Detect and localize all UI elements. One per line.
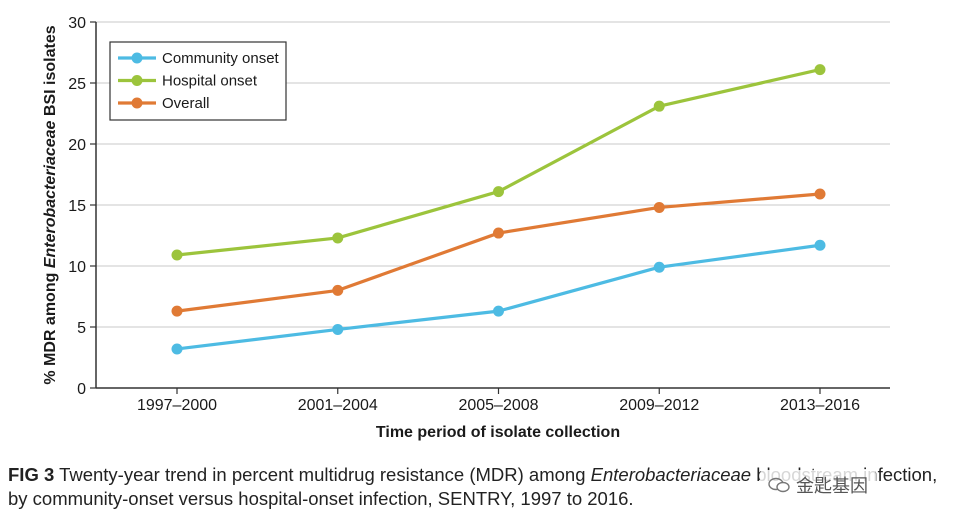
data-point-community-onset [493, 305, 504, 317]
y-axis-title: % MDR among Enterobacteriaceae BSI isola… [42, 25, 59, 384]
data-point-overall [493, 227, 504, 239]
data-point-overall [332, 284, 344, 296]
x-tick-label: 2013–2016 [780, 397, 860, 414]
data-point-hospital-onset [493, 186, 504, 198]
data-point-overall [814, 188, 826, 200]
y-axis-title-part-1: % MDR among [42, 268, 59, 384]
y-tick-label: 20 [68, 137, 86, 154]
data-point-overall [171, 305, 183, 317]
x-tick-label: 2001–2004 [298, 397, 378, 414]
chart-series [171, 64, 826, 355]
x-tick-label: 1997–2000 [137, 397, 217, 414]
x-axis-title: Time period of isolate collection [376, 424, 620, 441]
y-tick-label: 25 [68, 76, 86, 93]
data-point-overall [653, 201, 665, 213]
y-axis-ticks: 0 5 10 15 20 25 30 [68, 15, 96, 398]
y-tick-label: 0 [77, 381, 86, 398]
y-tick-label: 30 [68, 15, 86, 32]
legend-swatch-marker [131, 75, 143, 86]
x-axis-ticks: 1997–2000 2001–2004 2005–2008 2009–2012 2013… [137, 388, 860, 414]
y-tick-label: 5 [77, 320, 86, 337]
watermark-text: 金匙基因 [796, 476, 868, 497]
y-axis-title-italic: Enterobacteriaceae [42, 120, 59, 268]
legend-label: Overall [162, 95, 210, 112]
y-tick-label: 10 [68, 259, 86, 276]
legend-label: Hospital onset [162, 73, 258, 90]
figure-label: FIG 3 [8, 464, 55, 485]
line-chart: 0 5 10 15 20 25 30 1997–2000 2001–2004 2005–2008… [42, 15, 890, 441]
legend-label: Community onset [162, 50, 280, 67]
legend: Community onset Hospital onset Overall [109, 41, 287, 121]
legend-swatch-marker [131, 97, 143, 109]
data-point-hospital-onset [171, 249, 183, 261]
legend-items: Community onset Hospital onset Overall [118, 50, 280, 112]
wechat-icon [768, 477, 790, 493]
watermark: 金匙基因 [760, 470, 876, 500]
x-tick-label: 2009–2012 [619, 397, 699, 414]
series-line-overall [176, 192, 821, 313]
y-axis-title-part-2: BSI isolates [42, 25, 59, 120]
data-point-hospital-onset [653, 100, 665, 112]
y-tick-label: 15 [68, 198, 86, 215]
data-point-community-onset [332, 323, 344, 335]
data-point-community-onset [814, 239, 826, 251]
data-point-community-onset [171, 343, 183, 355]
caption-italic: Enterobacteriaceae [590, 464, 752, 485]
data-point-hospital-onset [814, 64, 826, 76]
data-point-hospital-onset [332, 232, 344, 244]
data-point-community-onset [653, 261, 665, 273]
caption-text-1: Twenty-year trend in percent multidrug r… [54, 464, 591, 485]
legend-swatch-marker [131, 52, 143, 64]
figure-caption: FIG 3 Twenty-year trend in percent multi… [8, 463, 956, 511]
x-tick-label: 2005–2008 [458, 397, 538, 414]
